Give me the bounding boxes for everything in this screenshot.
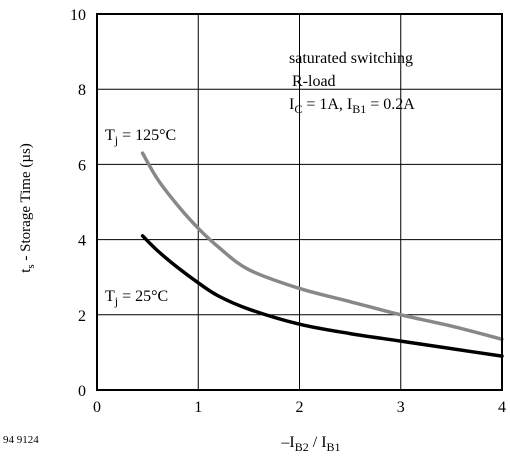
x-tick-label: 0 [93,399,101,416]
y-tick-label: 6 [78,157,86,174]
annotation-line-3: IC = 1A, IB1 = 0.2A [289,96,415,116]
series-line-125c [140,151,504,341]
figure-id: 94 9124 [3,434,39,446]
y-tick-label: 10 [70,7,86,24]
x-tick-label: 3 [397,399,405,416]
x-tick-label: 4 [498,399,506,416]
annotation-line-2: R-load [292,73,336,90]
series-line-25c [140,234,504,358]
y-tick-label: 8 [78,82,86,99]
y-tick-labels: 0 2 4 6 8 10 [70,7,86,400]
y-tick-label: 2 [78,308,86,325]
y-tick-label: 0 [78,383,86,400]
series-label-125c: Tj = 125°C [105,127,176,147]
x-tick-labels: 0 1 2 3 4 [93,399,506,416]
y-axis-title: ts - Storage Time (µs) [18,143,37,273]
plot-frame [96,13,503,391]
x-tick-label: 1 [194,399,202,416]
annotation-line-1: saturated switching [289,50,413,67]
curves [140,151,504,358]
series-label-25c: Tj = 25°C [105,288,168,308]
y-tick-label: 4 [78,233,86,250]
grid [97,14,502,390]
x-tick-label: 2 [296,399,304,416]
x-axis-title: –IB2 / IB1 [280,434,340,454]
